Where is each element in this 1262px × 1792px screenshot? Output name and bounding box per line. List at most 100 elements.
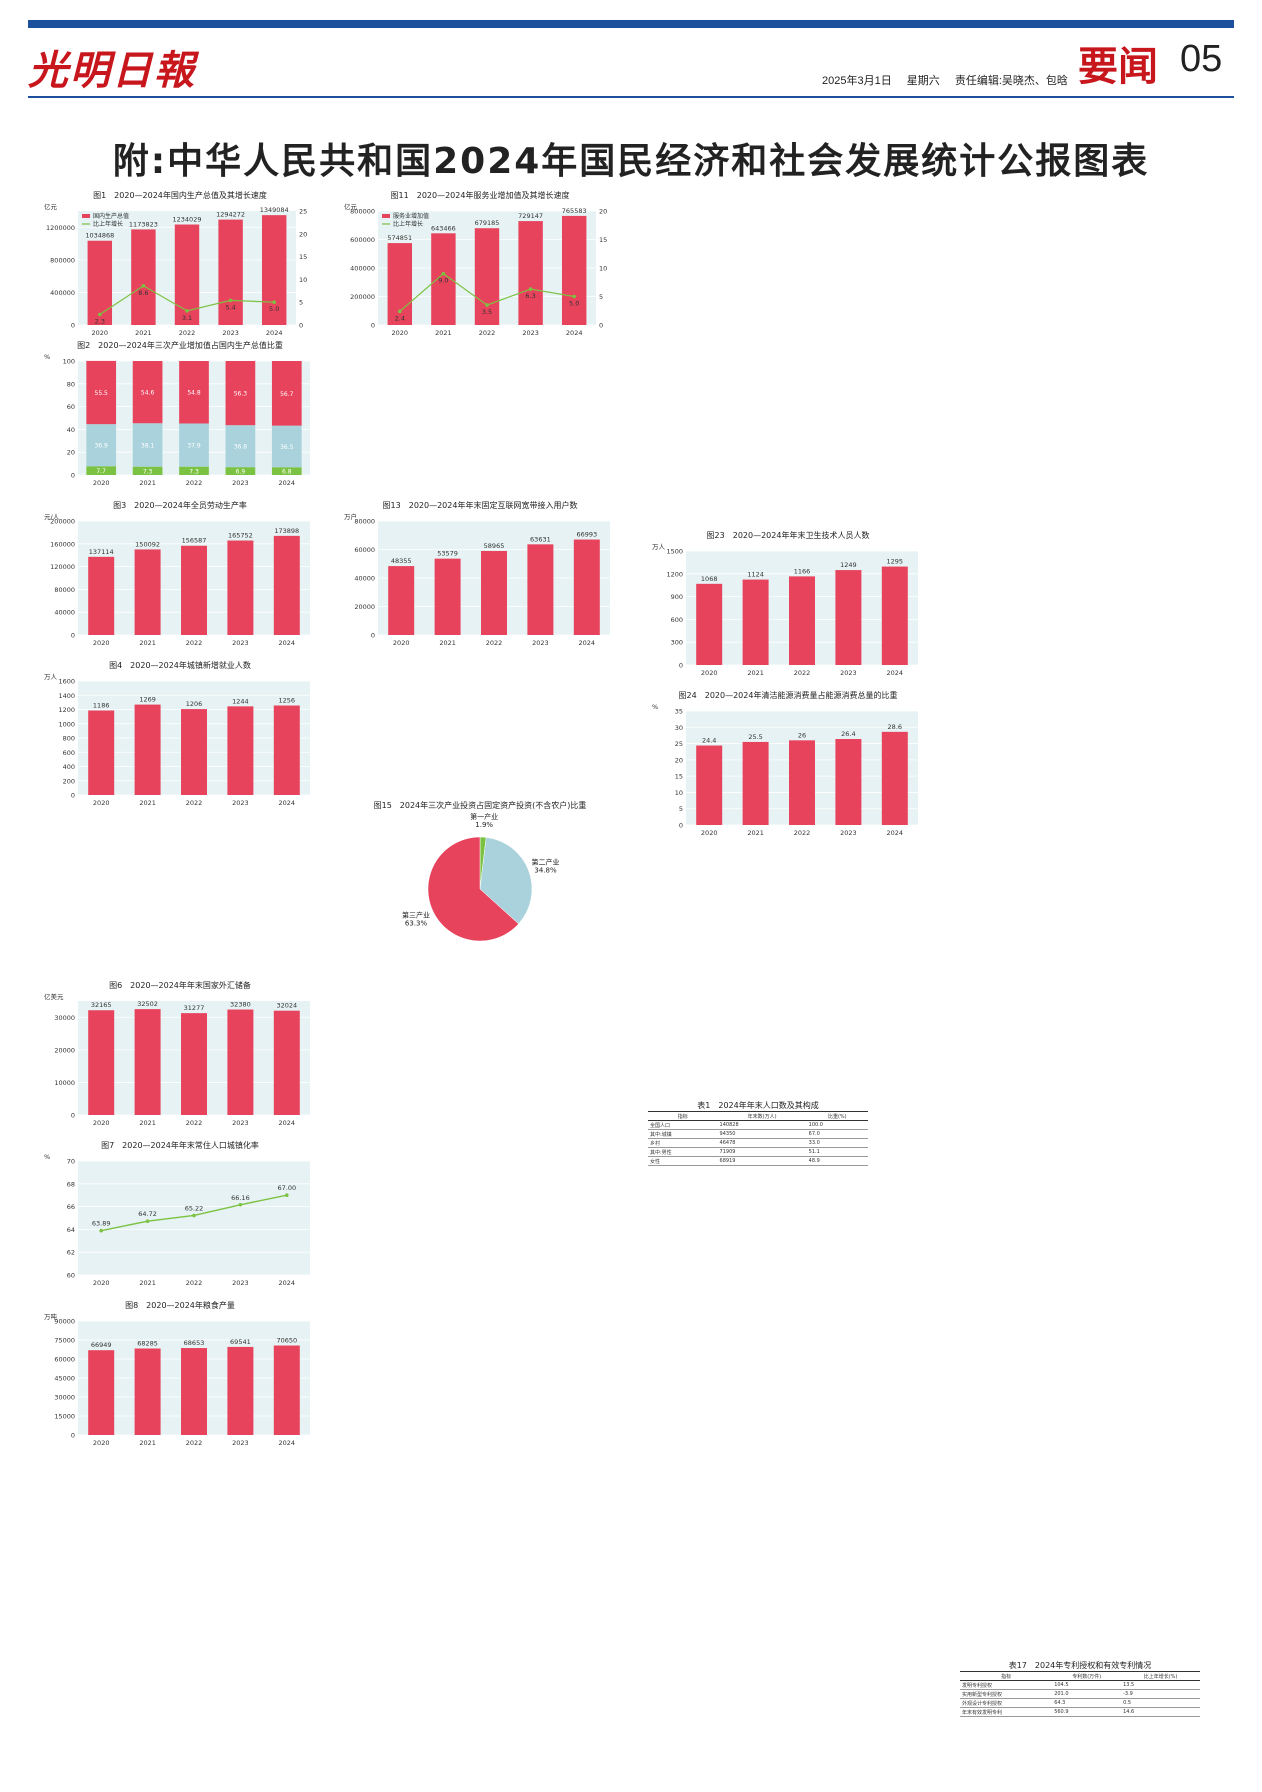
- table-cell: 实用新型专利授权: [960, 1689, 1053, 1699]
- y-tick-label: 70: [67, 1158, 75, 1166]
- data-label: 68285: [137, 1340, 158, 1348]
- y-tick-label: 1600: [58, 678, 75, 686]
- table-cell: 乡村: [648, 1138, 718, 1148]
- data-label: 38.1: [141, 442, 155, 449]
- issue-weekday: 星期六: [906, 75, 940, 87]
- bar: [789, 740, 815, 825]
- bar: [134, 1348, 161, 1435]
- x-tick-label: 2022: [186, 639, 203, 647]
- chart-panel-fig8: 图8 2020—2024年粮食产量 0 15000 30000 45000 60000 75…: [40, 1300, 320, 1455]
- data-label: 28.6: [888, 723, 902, 731]
- data-label: 26.4: [841, 730, 855, 738]
- legend-swatch: [382, 214, 390, 218]
- x-tick-label: 2023: [232, 479, 249, 487]
- bar: [88, 710, 115, 795]
- x-tick-label: 2024: [887, 829, 904, 837]
- bar-segment: [225, 425, 256, 468]
- data-label: 37.9: [187, 443, 201, 450]
- y-tick-label: 10000: [54, 1079, 75, 1087]
- bar-segment: [132, 423, 163, 467]
- data-label: 66993: [576, 531, 597, 539]
- growth-point: [228, 298, 233, 303]
- chart-title: 图6 2020—2024年年末国家外汇储备: [109, 981, 251, 990]
- x-tick-label: 2024: [279, 1279, 296, 1287]
- table-patents: 表17 2024年专利授权和有效专利情况 指标 专利数(万件) 比上年增长(%)…: [960, 1660, 1200, 1717]
- legend-label: 国内生产总值: [93, 212, 129, 220]
- chart-title: 图4 2020—2024年城镇新增就业人数: [109, 661, 251, 670]
- table-row: 乡村 46478 33.0: [648, 1138, 868, 1148]
- pie-value: 34.8%: [534, 866, 557, 874]
- data-label: 36.8: [234, 444, 248, 451]
- pie-label: 第一产业: [470, 812, 498, 821]
- table-row: 全国人口 140828 100.0: [648, 1120, 868, 1130]
- data-label: 58965: [484, 542, 505, 550]
- x-tick-label: 2020: [93, 479, 110, 487]
- table-cell: 71909: [717, 1147, 807, 1157]
- chart-svg: 0 5 10 15 20 25 30 35% 2020 2021 2022 2023 2024 24.4 2…: [652, 703, 918, 837]
- bar: [742, 579, 769, 665]
- data-label: 48355: [391, 557, 412, 565]
- data-label: 66949: [91, 1341, 112, 1349]
- chart-title: 图3 2020—2024年全员劳动生产率: [113, 501, 247, 510]
- y-tick-label: 0: [679, 822, 683, 830]
- bar-segment: [225, 467, 256, 475]
- bar: [181, 545, 207, 635]
- x-tick-label: 2021: [139, 799, 156, 807]
- y-tick-label: 0: [71, 632, 75, 640]
- y-tick-label: 60000: [354, 546, 375, 554]
- table-header: 比上年增长(%): [1121, 1671, 1200, 1681]
- y-tick-label: 20000: [354, 603, 375, 611]
- x-tick-label: 2024: [566, 329, 583, 337]
- y2-tick-label: 20: [299, 230, 307, 238]
- x-tick-label: 2024: [279, 1439, 296, 1447]
- y-tick-label: 80000: [354, 518, 375, 526]
- data-label: 1124: [747, 571, 764, 579]
- x-tick-label: 2020: [393, 639, 410, 647]
- table-cell: 560.9: [1052, 1707, 1122, 1717]
- data-label: 65.22: [185, 1204, 204, 1212]
- chart-panel-fig4: 图4 2020—2024年城镇新增就业人数 0 200 400 600 800 1000 12…: [40, 660, 320, 815]
- growth-point: [272, 300, 276, 304]
- bar: [227, 1009, 254, 1115]
- table-cell: 67.0: [806, 1129, 868, 1139]
- y2-tick-label: 0: [599, 322, 603, 330]
- y2-tick-label: 0: [299, 322, 303, 330]
- bar: [227, 1346, 254, 1435]
- y-tick-label: 0: [371, 322, 375, 330]
- table-row: 实用新型专利授权 201.0 -3.9: [960, 1689, 1200, 1699]
- data-label: 32502: [137, 1000, 158, 1008]
- data-label: 729147: [518, 212, 543, 220]
- x-tick-label: 2021: [135, 329, 152, 337]
- y-tick-label: 200000: [350, 293, 375, 301]
- table-cell: 64.3: [1052, 1698, 1122, 1708]
- table-cell: 13.5: [1121, 1680, 1200, 1690]
- bar: [181, 1013, 207, 1115]
- bar: [789, 576, 815, 665]
- page-number: 05: [1180, 38, 1223, 80]
- x-tick-label: 2020: [392, 329, 409, 337]
- x-tick-label: 2020: [93, 1439, 110, 1447]
- chart-panel-fig2: 图2 2020—2024年三次产业增加值占国内生产总值比重 0 20 40 60 80 10…: [40, 340, 320, 495]
- y-axis-label: %: [652, 703, 658, 711]
- x-tick-label: 2023: [532, 639, 549, 647]
- table-row: 年末有效发明专利 560.9 14.6: [960, 1707, 1200, 1717]
- y2-tick-label: 15: [599, 236, 607, 244]
- y-tick-label: 200: [63, 777, 75, 785]
- pie-slice: [479, 837, 533, 925]
- bar: [134, 549, 161, 635]
- x-tick-label: 2020: [93, 639, 110, 647]
- masthead-divider: [28, 96, 1234, 98]
- data-label: 7.3: [189, 468, 199, 475]
- table-cell: 94350: [717, 1129, 807, 1139]
- legend-label: 比上年增长: [93, 220, 123, 228]
- pie-value: 63.3%: [405, 919, 428, 927]
- growth-label: 6.3: [525, 292, 535, 300]
- bar: [131, 229, 156, 325]
- growth-label: 5.0: [569, 300, 579, 308]
- y-tick-label: 5: [679, 805, 683, 813]
- x-tick-label: 2022: [186, 1439, 203, 1447]
- y-tick-label: 1200: [666, 570, 683, 578]
- legend-label: 比上年增长: [393, 220, 423, 228]
